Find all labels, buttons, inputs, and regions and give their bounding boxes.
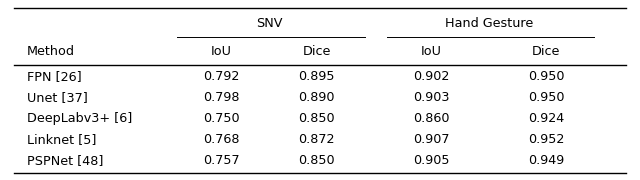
Text: 0.768: 0.768: [203, 133, 239, 146]
Text: Dice: Dice: [303, 44, 331, 58]
Text: 0.798: 0.798: [203, 91, 239, 104]
Text: IoU: IoU: [211, 44, 232, 58]
Text: 0.750: 0.750: [203, 112, 239, 125]
Text: 0.952: 0.952: [528, 133, 564, 146]
Text: IoU: IoU: [421, 44, 442, 58]
Text: DeepLabv3+ [6]: DeepLabv3+ [6]: [27, 112, 132, 125]
Text: 0.950: 0.950: [528, 91, 564, 104]
Text: 0.949: 0.949: [528, 154, 564, 167]
Text: SNV: SNV: [256, 17, 282, 30]
Text: 0.850: 0.850: [298, 112, 335, 125]
Text: 0.905: 0.905: [413, 154, 450, 167]
Text: 0.890: 0.890: [299, 91, 335, 104]
Text: Dice: Dice: [532, 44, 561, 58]
Text: 0.895: 0.895: [299, 70, 335, 83]
Text: 0.902: 0.902: [413, 70, 450, 83]
Text: Hand Gesture: Hand Gesture: [445, 17, 533, 30]
Text: Method: Method: [27, 44, 75, 58]
Text: 0.907: 0.907: [413, 133, 450, 146]
Text: 0.872: 0.872: [299, 133, 335, 146]
Text: Unet [37]: Unet [37]: [27, 91, 88, 104]
Text: 0.860: 0.860: [413, 112, 450, 125]
Text: 0.850: 0.850: [298, 154, 335, 167]
Text: 0.950: 0.950: [528, 70, 564, 83]
Text: Linknet [5]: Linknet [5]: [27, 133, 96, 146]
Text: FPN [26]: FPN [26]: [27, 70, 81, 83]
Text: 0.757: 0.757: [203, 154, 239, 167]
Text: 0.792: 0.792: [203, 70, 239, 83]
Text: 0.924: 0.924: [528, 112, 564, 125]
Text: 0.903: 0.903: [413, 91, 450, 104]
Text: PSPNet [48]: PSPNet [48]: [27, 154, 103, 167]
